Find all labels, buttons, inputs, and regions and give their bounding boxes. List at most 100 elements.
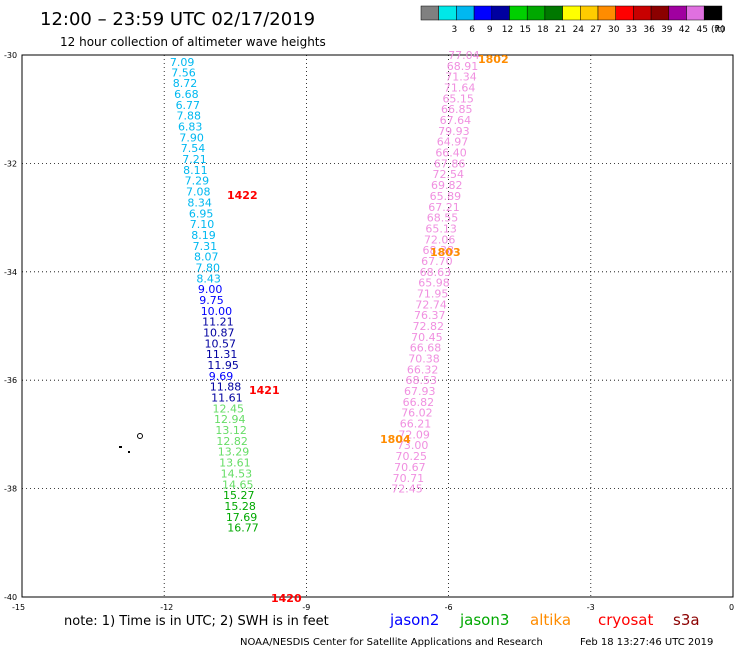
wave-height-value: 72.74 [415, 298, 447, 311]
wave-height-value: 71.64 [444, 82, 476, 95]
wave-height-value: 9.69 [209, 370, 234, 383]
wave-height-value: 7.90 [179, 131, 204, 144]
wave-height-value: 77.04 [448, 49, 480, 62]
altimeter-tracks: 7.097.568.726.686.777.886.837.907.547.21… [170, 49, 480, 535]
lat-label: -36 [4, 376, 17, 385]
wave-height-value: 6.68 [174, 88, 199, 101]
wave-height-value: 66.21 [400, 418, 432, 431]
time-tag: 1422 [227, 189, 258, 202]
wave-height-value: 67.21 [428, 201, 460, 214]
wave-height-value: 16.77 [227, 522, 259, 535]
legend-swatch [686, 5, 705, 21]
wave-height-value: 14.65 [222, 478, 254, 491]
wave-height-value: 7.09 [170, 56, 195, 69]
plot-frame [21, 54, 734, 598]
wave-height-value: 72.09 [398, 428, 430, 441]
wave-height-value: 76.37 [414, 309, 446, 322]
wave-height-value: 9.00 [198, 283, 223, 296]
wave-height-value: 72.82 [413, 320, 445, 333]
wave-height-value: 67.93 [404, 385, 436, 398]
legend-label: 24 [573, 25, 585, 35]
legend-label: 9 [487, 25, 493, 35]
legend-swatch [420, 5, 439, 21]
wave-height-value: 66.85 [441, 103, 473, 116]
wave-height-value: 8.72 [173, 77, 198, 90]
color-legend: (ft) 3 6 9 12 15 18 21 24 27 30 33 36 39 42 45 70 [420, 5, 726, 35]
axis-labels: -30-32-34-36-38-40-15 -12 -9 -6 -3 0 [4, 51, 734, 612]
legend-swatch [509, 5, 528, 21]
time-tag: 1803 [430, 246, 461, 259]
legend-swatch [438, 5, 457, 21]
lat-label: -40 [4, 593, 17, 602]
wave-height-value: 67.86 [434, 157, 466, 170]
legend-swatch [562, 5, 581, 21]
wave-height-value: 10.00 [201, 305, 233, 318]
wave-height-value: 9.75 [199, 294, 224, 307]
legend-swatch [473, 5, 493, 21]
legend-label: 30 [608, 25, 620, 35]
legend-label: 42 [679, 25, 690, 35]
legend-label: 27 [590, 25, 601, 35]
legend-label: 15 [519, 25, 530, 35]
legend-label: 3 [452, 25, 458, 35]
legend-swatch [615, 5, 634, 21]
wave-height-value: 68.38 [423, 244, 455, 257]
wave-height-value: 72.54 [432, 168, 464, 181]
wave-height-value: 72.06 [424, 233, 456, 246]
wave-height-value: 7.08 [186, 186, 211, 199]
wave-height-value: 17.69 [226, 511, 258, 524]
wave-height-value: 76.02 [401, 407, 433, 420]
wave-height-value: 71.95 [417, 287, 449, 300]
wave-height-value: 68.91 [447, 60, 479, 73]
wave-height-value: 71.34 [445, 71, 477, 84]
wave-height-value: 10.57 [204, 337, 236, 350]
track-jason2: 7.097.568.726.686.777.886.837.907.547.21… [170, 56, 259, 535]
wave-height-value: 66.68 [410, 342, 442, 355]
map-title: 12:00 – 23:59 UTC 02/17/2019 [40, 9, 315, 30]
lon-label: 0 [729, 603, 734, 612]
wave-height-value: 68.53 [405, 374, 437, 387]
footer-note: note: 1) Time is in UTC; 2) SWH is in fe… [64, 614, 329, 629]
legend-label: 18 [537, 25, 549, 35]
legend-label: 6 [469, 25, 475, 35]
track-altika: 77.0468.9171.3471.6465.1566.8567.6479.93… [391, 49, 479, 496]
satellite-name: jason3 [459, 611, 509, 629]
legend-swatch [597, 5, 616, 21]
wave-height-value: 65.13 [425, 222, 457, 235]
lat-label: -34 [4, 268, 17, 277]
wave-height-value: 6.95 [189, 207, 214, 220]
legend-label: 45 [696, 25, 707, 35]
legend-label: 21 [555, 25, 566, 35]
legend-swatch [544, 5, 563, 21]
time-tag: 1421 [249, 384, 280, 397]
wave-height-value: 66.40 [435, 147, 467, 160]
lon-label: -15 [12, 603, 25, 612]
lon-label: -9 [302, 603, 310, 612]
wave-height-value: 65.89 [430, 190, 462, 203]
lon-label: -12 [160, 603, 173, 612]
wave-height-value: 11.95 [207, 359, 239, 372]
wave-height-value: 68.63 [420, 266, 452, 279]
legend-swatch [526, 5, 546, 21]
wave-height-value: 11.61 [211, 392, 243, 405]
wave-height-value: 73.00 [397, 439, 429, 452]
satellite-legend: jason2 jason3 altika cryosat s3a [389, 611, 700, 629]
wave-height-value: 15.28 [224, 500, 256, 513]
island-shape [119, 433, 143, 453]
wave-height-value: 13.29 [218, 446, 250, 459]
legend-swatch [668, 5, 687, 21]
lat-label: -38 [4, 485, 17, 494]
lon-label: -3 [587, 603, 595, 612]
wave-height-value: 8.11 [183, 164, 208, 177]
time-tags: 1802 1422 1803 1421 1804 1420 [227, 53, 509, 605]
wave-height-value: 7.10 [190, 218, 215, 231]
wave-height-value: 13.61 [219, 457, 251, 470]
wave-height-value: 65.98 [418, 277, 450, 290]
legend-swatch [703, 5, 723, 21]
wave-height-value: 70.25 [396, 450, 428, 463]
wave-height-value: 72.45 [391, 483, 423, 496]
lat-label: -32 [4, 159, 17, 168]
wave-height-value: 67.64 [440, 114, 472, 127]
wave-height-value: 14.53 [221, 467, 253, 480]
wave-height-value: 66.82 [403, 396, 435, 409]
